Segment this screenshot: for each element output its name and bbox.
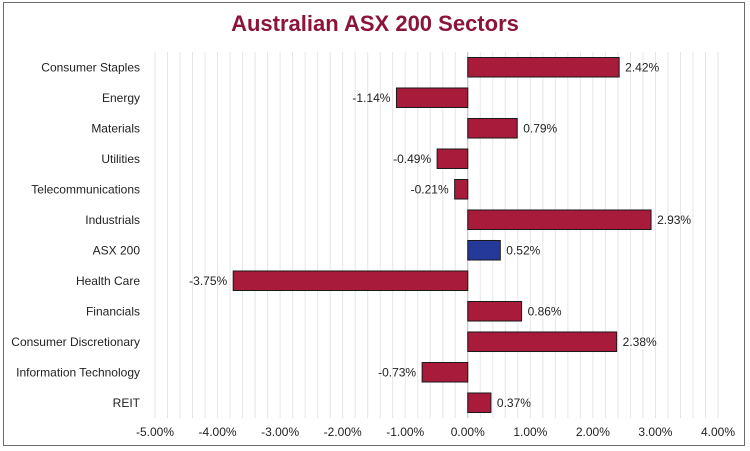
x-tick-label: 3.00% [638, 425, 672, 439]
x-tick-label: 0.00% [451, 425, 485, 439]
category-label: Consumer Discretionary [11, 335, 140, 349]
category-label: Utilities [101, 152, 140, 166]
category-label: Consumer Staples [41, 60, 140, 74]
category-label: Financials [86, 304, 140, 318]
bar [395, 87, 469, 109]
chart-title: Australian ASX 200 Sectors [231, 11, 519, 36]
bar [436, 148, 469, 170]
category-label: Materials [91, 121, 140, 135]
data-label: 2.93% [657, 213, 691, 227]
x-tick-label: -1.00% [386, 425, 424, 439]
data-label: -0.21% [411, 182, 449, 196]
bar [232, 270, 469, 292]
bar [467, 392, 492, 414]
bars [232, 56, 652, 414]
bar [467, 331, 618, 353]
data-label: 0.52% [506, 243, 540, 257]
data-label: 0.79% [523, 121, 557, 135]
data-label: 2.42% [625, 60, 659, 74]
category-label: Energy [102, 91, 140, 105]
x-tick-label: 2.00% [576, 425, 610, 439]
bar [467, 300, 523, 322]
data-label: -3.75% [189, 274, 227, 288]
bar [467, 56, 620, 78]
data-label: -0.73% [378, 365, 416, 379]
bar [467, 209, 652, 231]
category-label: Telecommunications [31, 182, 140, 196]
data-label: 0.37% [497, 396, 531, 410]
gridlines [154, 52, 719, 418]
x-tick-label: 1.00% [513, 425, 547, 439]
data-label: -1.14% [352, 91, 390, 105]
category-label: ASX 200 [93, 243, 141, 257]
bar [454, 178, 469, 200]
labels: -5.00% -4.00% -3.00% -2.00% -1.00% 0.00% 1.00%… [11, 60, 735, 439]
category-label: Industrials [85, 213, 140, 227]
bar [467, 117, 518, 139]
x-tick-label: -4.00% [199, 425, 237, 439]
category-label: Information Technology [16, 365, 140, 379]
data-label: 2.38% [623, 335, 657, 349]
category-label: REIT [113, 396, 141, 410]
data-label: -0.49% [393, 152, 431, 166]
x-tick-label: -5.00% [136, 425, 174, 439]
bar [467, 239, 501, 261]
data-label: 0.86% [528, 304, 562, 318]
x-tick-label: 4.00% [701, 425, 735, 439]
bar [421, 361, 469, 383]
category-label: Health Care [76, 274, 140, 288]
x-tick-label: -2.00% [324, 425, 362, 439]
x-tick-label: -3.00% [261, 425, 299, 439]
